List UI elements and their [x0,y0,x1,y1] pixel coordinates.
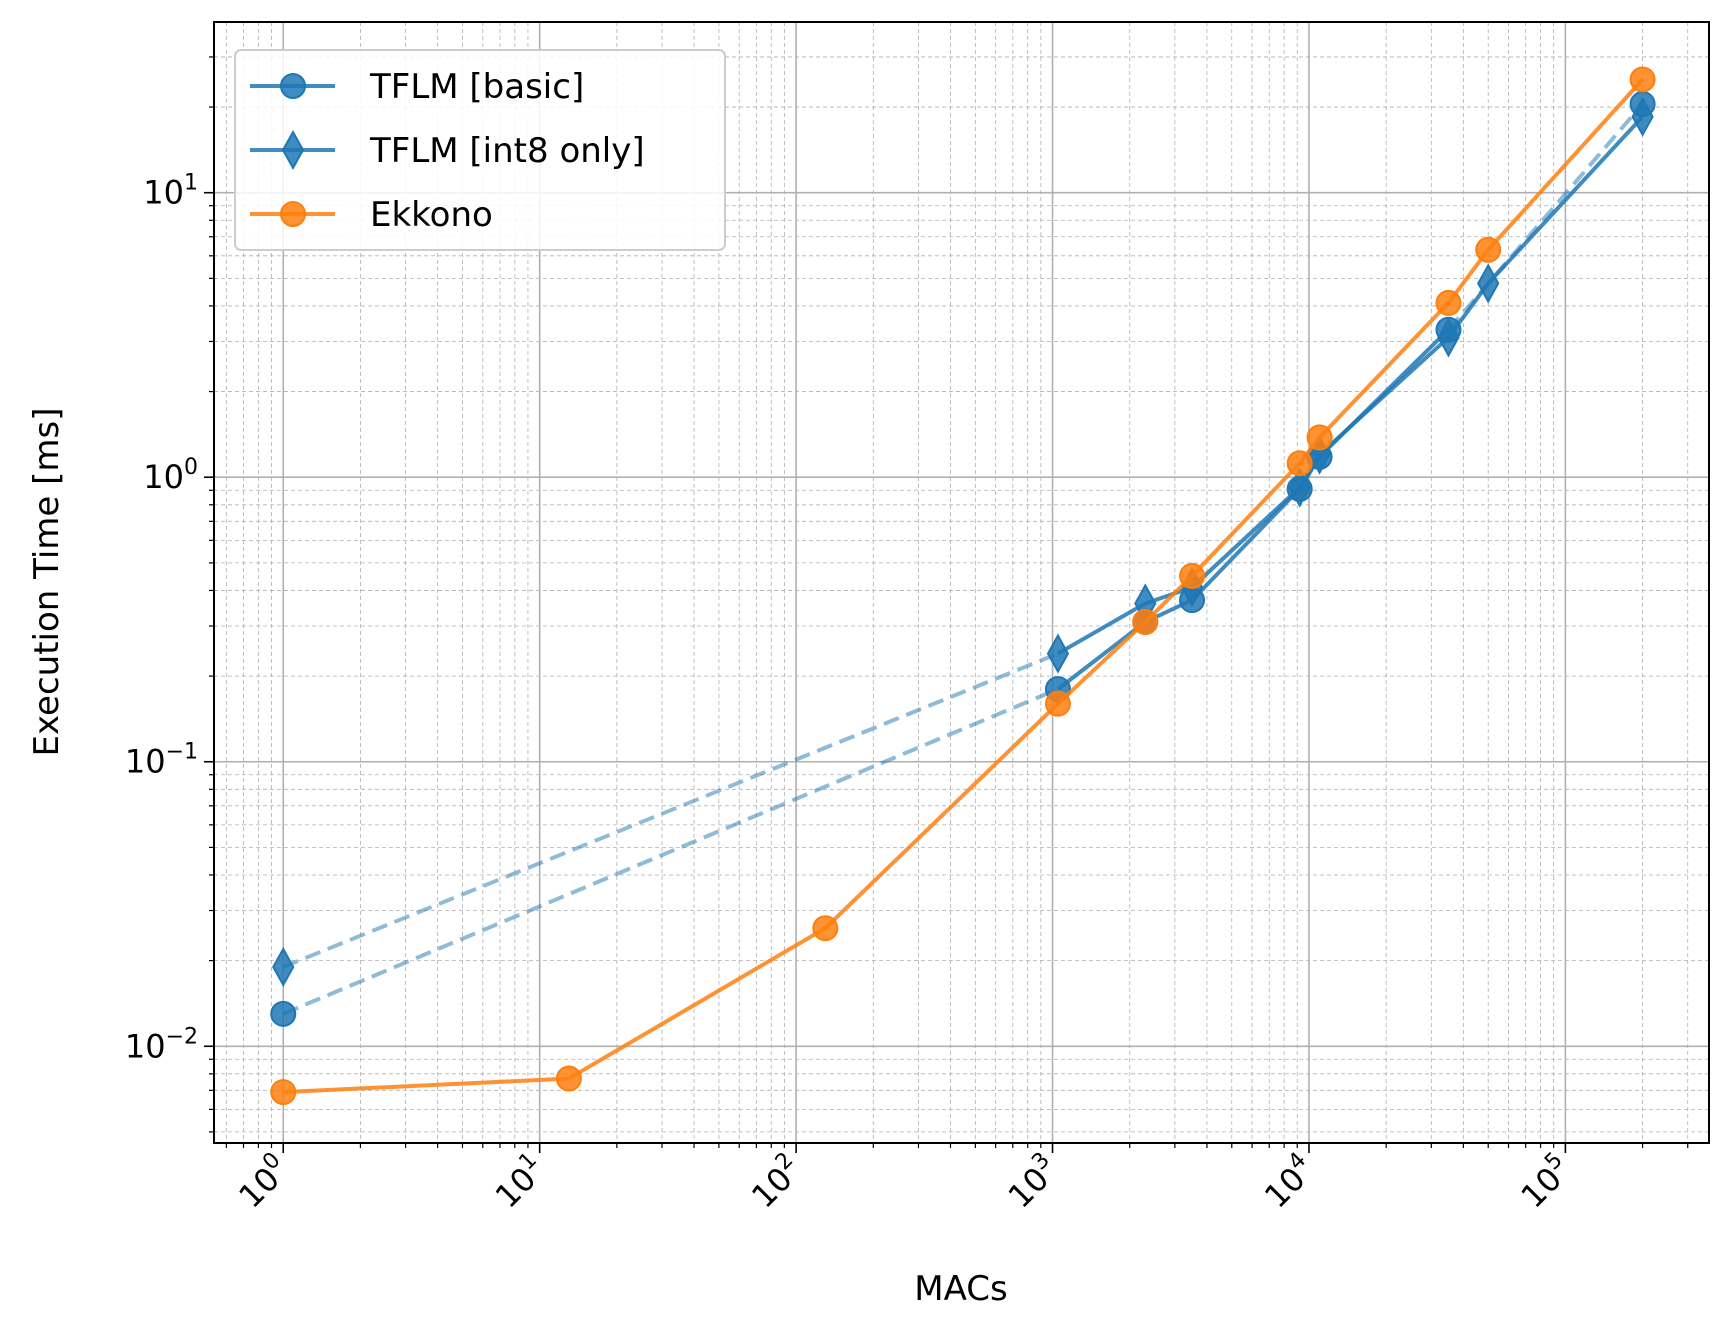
legend-label: TFLM [basic] [369,67,584,107]
y-tick-exponent: 0 [184,455,198,480]
legend-marker [281,129,305,171]
series-line-segment [283,1076,569,1095]
y-tick-label: 101 [143,171,198,212]
x-tick-exponent: 2 [771,1148,799,1176]
data-point [1132,608,1159,635]
y-tick-label: 10−1 [125,740,198,781]
data-point [1044,690,1071,717]
x-axis-label: MACs [914,1269,1007,1309]
x-tick-exponent: 1 [514,1148,542,1176]
data-point [272,946,295,988]
series-layer [270,66,1656,1106]
y-tick-exponent: −2 [166,1024,198,1049]
series-2 [270,66,1656,1106]
x-tick-exponent: 0 [258,1148,286,1176]
data-point [555,1065,582,1092]
y-tick-exponent: 1 [184,171,198,196]
legend-label: TFLM [int8 only] [369,131,645,171]
x-tick-exponent: 4 [1284,1148,1312,1176]
series-line-segment [823,702,1060,930]
y-tick-exponent: −1 [166,740,198,765]
x-tick-exponent: 3 [1027,1148,1055,1176]
series-line-segment [1190,461,1302,578]
x-tick-label: 105 [1511,1148,1579,1216]
x-tick-label: 102 [742,1148,810,1216]
data-point [1046,633,1070,674]
x-tick-label: 100 [229,1148,297,1216]
data-point [1477,263,1500,304]
legend-label: Ekkono [370,195,493,235]
series-line-segment [1190,487,1302,602]
series-line-segment [1486,78,1645,252]
legend-marker [280,73,306,99]
data-point [1629,66,1656,93]
x-tick-label: 101 [486,1148,554,1216]
data-point [1306,424,1333,451]
data-point [1437,317,1460,358]
data-point [1179,562,1206,589]
series-line-segment [1190,486,1302,589]
series-dashed-segment [282,687,1059,1016]
data-point [812,915,839,942]
x-tick-exponent: 5 [1540,1148,1568,1176]
series-line-segment [1446,282,1490,339]
data-point [270,1000,297,1027]
y-tick-label: 100 [143,455,198,496]
series-line-segment [1056,601,1147,656]
data-point [1286,450,1313,477]
series-line-segment [1318,335,1450,457]
series-line-segment [1056,620,1147,706]
y-tick-label: 10−2 [125,1024,198,1065]
legend-box [234,49,726,251]
data-point [270,1079,297,1106]
series-1 [272,96,1654,988]
y-axis-label: Execution Time [ms] [27,407,67,756]
legend: TFLM [basic] TFLM [int8 only] Ekkono [234,49,726,251]
series-line-segment [1318,301,1450,439]
series-dashed-segment [282,651,1059,969]
series-line-segment [1486,115,1645,285]
plot-frame [213,21,1710,1144]
data-point [1631,96,1654,137]
series-line-segment [567,926,827,1081]
grid [214,22,1709,1143]
data-point [1288,467,1311,508]
data-point [1435,289,1462,316]
x-tick-label: 103 [999,1148,1067,1216]
x-tick-label: 104 [1255,1148,1323,1216]
legend-marker [280,201,306,227]
data-point [1475,236,1502,263]
